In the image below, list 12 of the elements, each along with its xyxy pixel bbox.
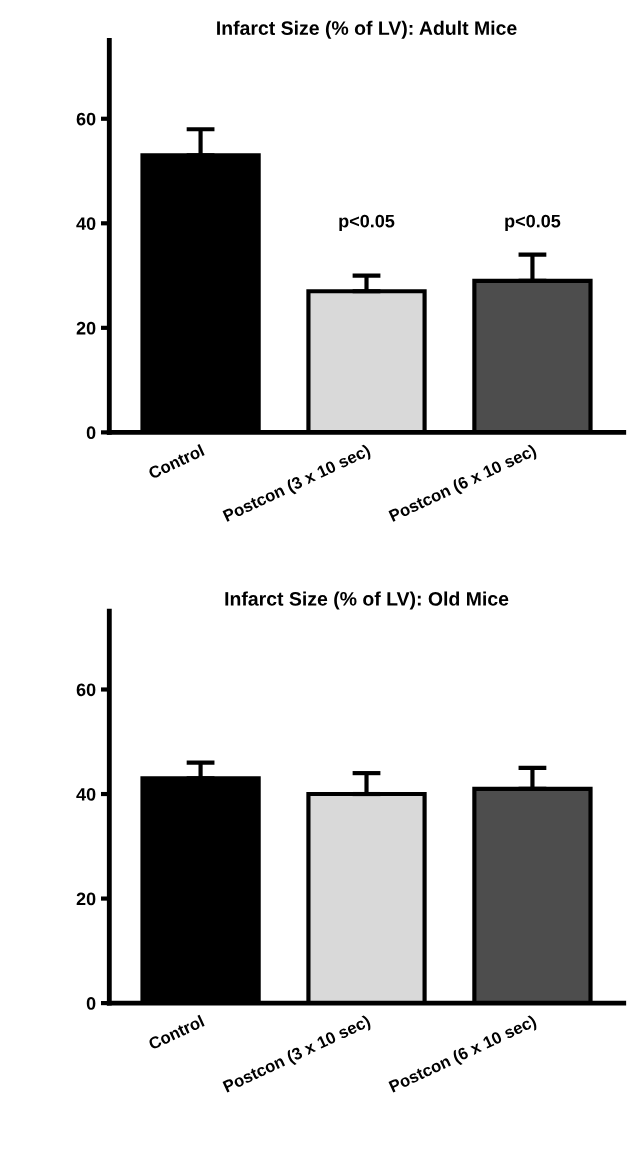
y-tick-label: 20	[76, 892, 96, 906]
y-tick-label: 20	[76, 321, 96, 335]
y-tick-label: 60	[76, 683, 96, 697]
annotation: p<0.05	[505, 214, 561, 232]
y-tick-label: 40	[76, 217, 96, 231]
annotation: p<0.05	[339, 214, 395, 232]
y-tick-label: 0	[86, 426, 96, 440]
chart-title: Infarct Size (% of LV): Adult Mice	[217, 20, 517, 39]
y-tick-label: 40	[76, 787, 96, 801]
y-tick-label: 60	[76, 112, 96, 126]
chart-title: Infarct Size (% of LV): Old Mice	[225, 591, 509, 610]
y-tick-label: 0	[86, 997, 96, 1010]
